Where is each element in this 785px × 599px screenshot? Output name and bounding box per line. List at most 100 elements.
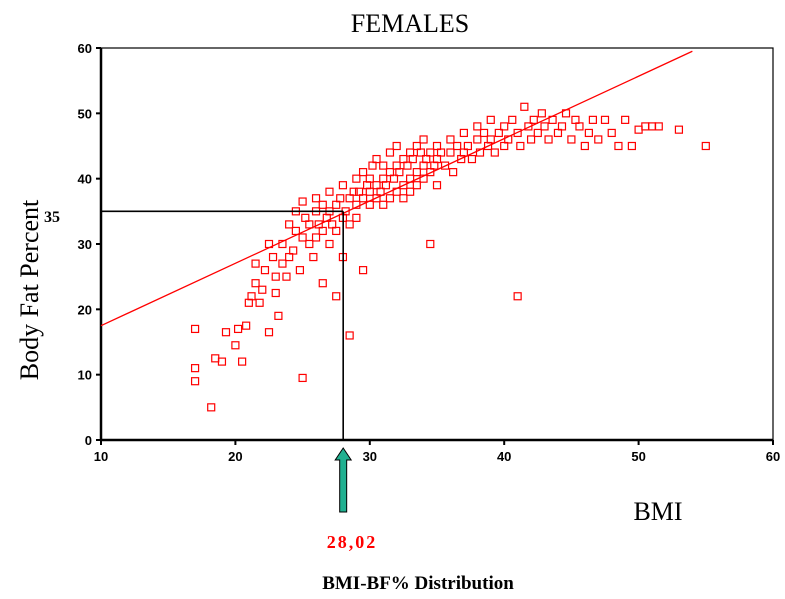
data-point <box>332 292 341 301</box>
chart-title: FEMALES <box>351 9 469 38</box>
overlay <box>100 50 693 513</box>
data-point <box>399 181 408 190</box>
data-point <box>580 141 589 151</box>
data-point <box>419 174 428 183</box>
data-point <box>318 226 327 236</box>
data-point <box>365 187 374 196</box>
data-point <box>513 292 522 301</box>
data-point <box>352 200 361 209</box>
data-point <box>513 128 522 138</box>
data-point <box>453 141 462 151</box>
x-axis-label: BMI <box>633 497 682 526</box>
data-point <box>614 141 623 151</box>
data-point <box>419 135 428 144</box>
data-point <box>416 148 425 157</box>
data-point <box>268 252 278 262</box>
data-point <box>295 266 305 275</box>
regression-line <box>100 50 693 327</box>
chart-caption: BMI-BF% Distribution <box>322 573 514 594</box>
data-point <box>325 187 334 196</box>
data-point <box>403 161 412 170</box>
data-point <box>345 331 354 340</box>
data-point <box>271 288 280 298</box>
data-point <box>289 246 298 255</box>
data-point <box>379 161 388 170</box>
data-point <box>475 148 485 157</box>
data-point <box>379 200 388 209</box>
data-point <box>627 141 636 151</box>
data-point <box>305 239 314 249</box>
axes <box>99 47 774 442</box>
data-point <box>544 135 553 144</box>
data-point <box>311 233 321 242</box>
data-point <box>621 115 630 124</box>
data-point <box>318 279 327 288</box>
data-point <box>231 341 240 350</box>
data-point <box>309 252 318 262</box>
data-point <box>473 122 482 131</box>
data-point <box>242 321 251 330</box>
x-tick-label: 20 <box>228 449 242 464</box>
data-point <box>207 403 216 412</box>
data-point <box>399 194 408 203</box>
data-point <box>463 141 473 151</box>
data-point <box>490 148 499 157</box>
x-tick-label: 10 <box>94 449 108 464</box>
data-point <box>376 187 385 196</box>
data-point <box>412 168 421 177</box>
data-point <box>504 135 513 144</box>
y-tick-label: 20 <box>78 302 92 317</box>
data-point <box>412 181 421 190</box>
data-point <box>278 259 287 268</box>
data-point <box>190 377 200 386</box>
data-point <box>406 187 415 196</box>
data-point <box>426 239 435 249</box>
data-point <box>440 161 450 170</box>
y-tick-label: 0 <box>85 433 92 448</box>
data-point <box>260 266 270 275</box>
data-point <box>358 194 368 203</box>
data-point <box>520 102 529 111</box>
data-point <box>529 115 538 124</box>
data-point <box>336 194 345 203</box>
y-tick-label: 50 <box>78 106 92 121</box>
data-point <box>641 122 650 131</box>
data-point <box>516 141 525 151</box>
data-point <box>258 285 267 294</box>
data-point <box>674 125 684 134</box>
data-point <box>217 357 227 366</box>
data-point <box>358 266 368 275</box>
data-point <box>352 174 361 183</box>
data-point <box>395 168 404 177</box>
data-points <box>190 102 710 412</box>
data-point <box>473 135 482 144</box>
data-point <box>372 154 381 164</box>
plot-frame <box>100 47 774 441</box>
data-point <box>291 226 300 236</box>
data-point <box>345 220 354 229</box>
data-point <box>282 272 291 281</box>
data-point <box>426 148 435 157</box>
data-point <box>238 357 247 366</box>
data-point <box>486 115 495 124</box>
data-point <box>338 181 348 190</box>
data-point <box>557 122 567 131</box>
data-point <box>211 354 220 363</box>
data-point <box>298 197 307 206</box>
x-tick-label: 60 <box>766 449 780 464</box>
data-point <box>190 364 200 373</box>
data-point <box>190 324 200 334</box>
data-point <box>318 200 327 209</box>
x-tick-label: 50 <box>631 449 645 464</box>
y-tick-label: 30 <box>78 237 92 252</box>
data-point <box>408 154 417 164</box>
data-point <box>385 194 395 203</box>
data-point <box>588 115 598 124</box>
y-axis-label: Body Fat Percent <box>15 199 44 380</box>
data-point <box>311 194 321 203</box>
data-point <box>233 324 243 334</box>
y-tick-label: 40 <box>78 172 92 187</box>
data-point <box>251 279 260 288</box>
data-point <box>365 174 374 183</box>
